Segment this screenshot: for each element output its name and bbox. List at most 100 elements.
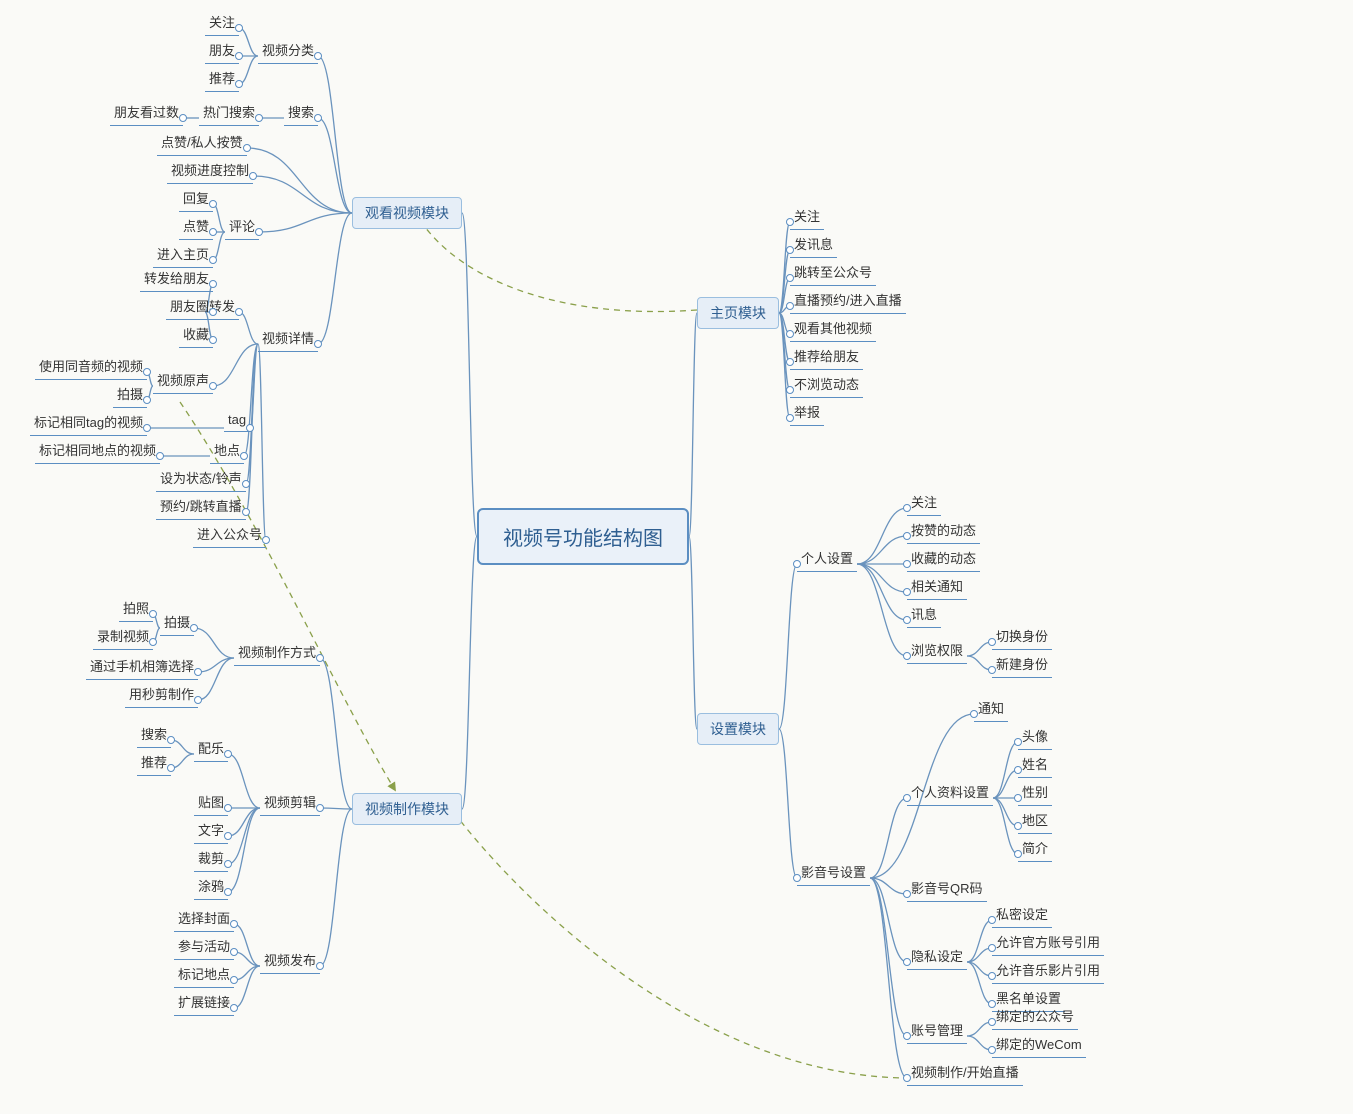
- connector-dot: [988, 1018, 996, 1026]
- leaf-chset-2: 影音号QR码: [907, 876, 987, 902]
- connector-dot: [1014, 766, 1022, 774]
- connector-dot: [209, 336, 217, 344]
- connector-dot: [314, 52, 322, 60]
- connector-dot: [314, 340, 322, 348]
- leaf-chset-1-4: 简介: [1018, 836, 1052, 862]
- branch-edit: 视频剪辑: [260, 790, 320, 816]
- connector-dot: [209, 256, 217, 264]
- branch-detail-1: 视频原声: [153, 368, 213, 394]
- leaf-detail-4: 设为状态/铃声: [156, 466, 246, 492]
- leaf-shoot-0: 拍照: [119, 596, 153, 622]
- connector-dot: [903, 504, 911, 512]
- leaf-comment-1: 点赞: [179, 214, 213, 240]
- connector-dot: [903, 890, 911, 898]
- branch-create-method: 视频制作方式: [234, 640, 320, 666]
- leaf-chset-1-3: 地区: [1018, 808, 1052, 834]
- connector-dot: [230, 976, 238, 984]
- connector-dot: [230, 920, 238, 928]
- leaf-personal-1: 按赞的动态: [907, 518, 980, 544]
- leaf-chset-3-1: 允许官方账号引用: [992, 930, 1104, 956]
- leaf-home-7: 举报: [790, 400, 824, 426]
- connector-dot: [903, 1074, 911, 1082]
- leaf-watch-2: 推荐: [205, 66, 239, 92]
- branch-chset-4: 账号管理: [907, 1018, 967, 1044]
- connector-dot: [1014, 850, 1022, 858]
- leaf-perm-1: 新建身份: [992, 652, 1052, 678]
- connector-dot: [224, 860, 232, 868]
- connector-dot: [209, 382, 217, 390]
- connector-dot: [249, 172, 257, 180]
- leaf-publish-3: 扩展链接: [174, 990, 234, 1016]
- connector-dot: [143, 396, 151, 404]
- leaf-detail-0-1: 朋友圈: [166, 294, 213, 320]
- connector-dot: [903, 1032, 911, 1040]
- connector-dot: [786, 386, 794, 394]
- connector-dot: [235, 308, 243, 316]
- branch-video-detail: 视频详情: [258, 326, 318, 352]
- leaf-detail-1-1: 拍摄: [113, 382, 147, 408]
- branch-video-category: 视频分类: [258, 38, 318, 64]
- connector-dot: [786, 358, 794, 366]
- leaf-chset-5: 视频制作/开始直播: [907, 1060, 1023, 1086]
- leaf-publish-1: 参与活动: [174, 934, 234, 960]
- leaf-edit-4: 涂鸦: [194, 874, 228, 900]
- leaf-hotsearch-0: 朋友看过数: [110, 100, 183, 126]
- branch-search: 搜索: [284, 100, 318, 126]
- branch-hot-search: 热门搜索: [199, 100, 259, 126]
- branch-shoot: 拍摄: [160, 610, 194, 636]
- connector-dot: [143, 368, 151, 376]
- connector-dot: [149, 638, 157, 646]
- leaf-home-1: 发讯息: [790, 232, 837, 258]
- connector-dot: [793, 874, 801, 882]
- connector-dot: [240, 452, 248, 460]
- connector-dot: [235, 24, 243, 32]
- leaf-home-6: 不浏览动态: [790, 372, 863, 398]
- connector-dot: [786, 302, 794, 310]
- leaf-detail-0-2: 收藏: [179, 322, 213, 348]
- connector-dot: [235, 52, 243, 60]
- branch-comment: 评论: [225, 214, 259, 240]
- connector-dot: [224, 750, 232, 758]
- connector-dot: [167, 736, 175, 744]
- connector-dot: [224, 888, 232, 896]
- leaf-chset-4-0: 绑定的公众号: [992, 1004, 1078, 1030]
- leaf-edit-2: 文字: [194, 818, 228, 844]
- connector-dot: [988, 944, 996, 952]
- branch-detail-3: 地点: [210, 438, 244, 464]
- leaf-create-method-1: 用秒剪制作: [125, 682, 198, 708]
- connector-dot: [903, 560, 911, 568]
- connector-dot: [314, 114, 322, 122]
- branch-channel-settings: 影音号设置: [797, 860, 870, 886]
- connector-dot: [209, 280, 217, 288]
- root-node: 视频号功能结构图: [477, 508, 689, 565]
- connector-dot: [1014, 738, 1022, 746]
- module-create: 视频制作模块: [352, 793, 462, 825]
- connector-dot: [255, 228, 263, 236]
- connector-dot: [988, 916, 996, 924]
- connector-dot: [903, 616, 911, 624]
- connector-dot: [143, 424, 151, 432]
- leaf-chset-1-1: 姓名: [1018, 752, 1052, 778]
- connector-dot: [242, 508, 250, 516]
- leaf-chset-1-2: 性别: [1018, 780, 1052, 806]
- connector-dot: [209, 228, 217, 236]
- leaf-chset-1-0: 头像: [1018, 724, 1052, 750]
- connector-dot: [903, 652, 911, 660]
- leaf-shoot-1: 录制视频: [93, 624, 153, 650]
- connector-dot: [230, 948, 238, 956]
- connector-dot: [243, 144, 251, 152]
- leaf-edit-0-0: 搜索: [137, 722, 171, 748]
- connector-dot: [224, 832, 232, 840]
- leaf-create-method-0: 通过手机相簿选择: [86, 654, 198, 680]
- leaf-comment-0: 回复: [179, 186, 213, 212]
- leaf-detail-1-0: 使用同音频的视频: [35, 354, 147, 380]
- leaf-detail-6: 进入公众号: [193, 522, 266, 548]
- connector-dot: [786, 274, 794, 282]
- connector-dot: [786, 246, 794, 254]
- connector-dot: [235, 80, 243, 88]
- leaf-watch-0: 关注: [205, 10, 239, 36]
- leaf-watch-simple-0: 点赞/私人按赞: [157, 130, 247, 156]
- connector-dot: [903, 532, 911, 540]
- leaf-edit-1: 贴图: [194, 790, 228, 816]
- leaf-home-2: 跳转至公众号: [790, 260, 876, 286]
